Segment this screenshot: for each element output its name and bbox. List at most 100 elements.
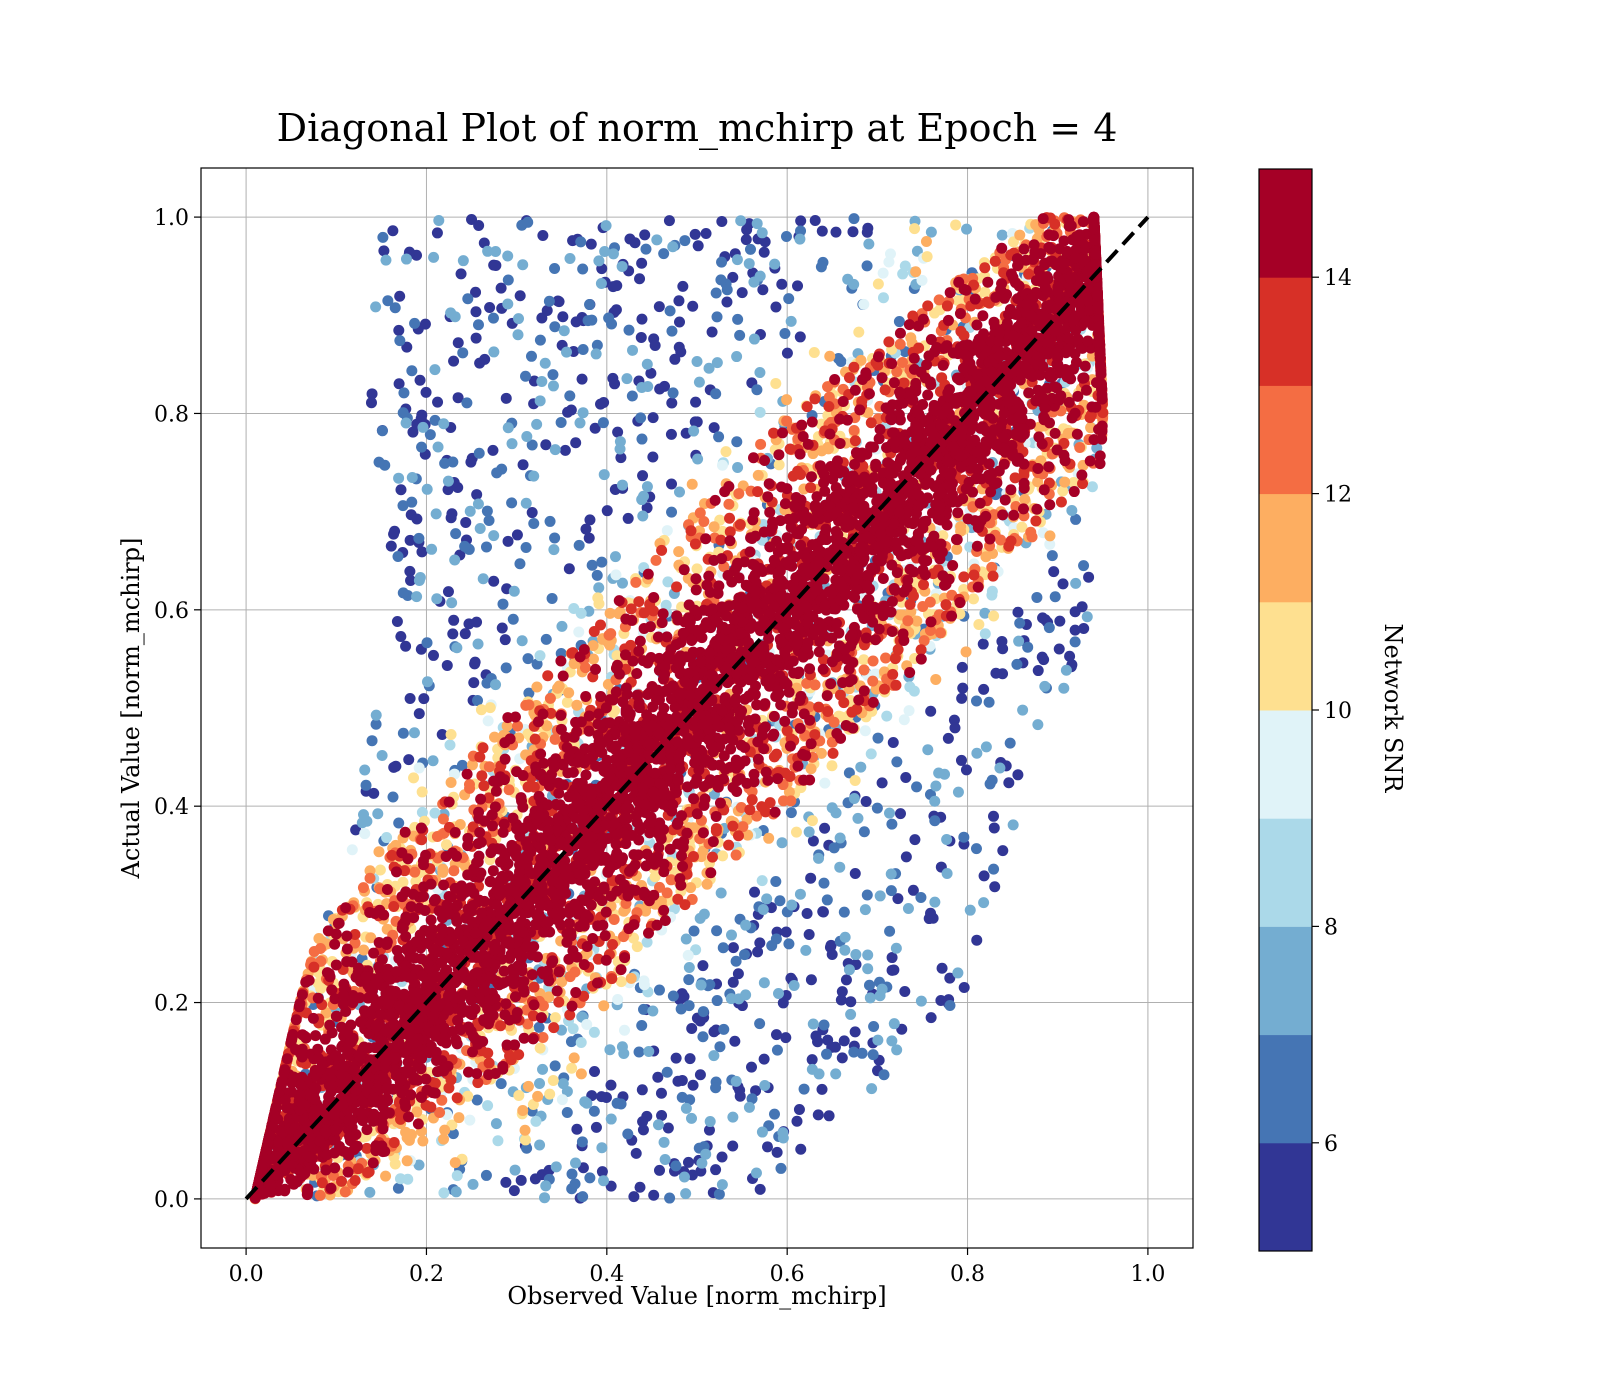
scatter-point [735,215,747,227]
scatter-point [372,808,384,820]
scatter-point [470,306,482,318]
scatter-point [1055,496,1067,508]
scatter-point [431,593,443,605]
scatter-point [1069,636,1081,648]
scatter-point [408,772,420,784]
scatter-point [519,1124,531,1136]
scatter-point [823,401,835,413]
scatter-point [918,579,930,591]
scatter-point [652,1071,664,1083]
scatter-point [708,521,720,533]
scatter-point [899,260,911,272]
scatter-point [876,777,888,789]
scatter-point [370,301,382,313]
scatter-point [863,979,875,991]
scatter-point [637,1116,649,1128]
scatter-point [860,795,872,807]
scatter-point [950,219,962,231]
scatter-point [659,1153,671,1165]
scatter-point [770,377,782,389]
scatter-point [641,936,653,948]
scatter-point [900,772,912,784]
scatter-point [990,667,1002,679]
scatter-point [404,565,416,577]
scatter-point [374,864,386,876]
scatter-point [740,919,752,931]
scatter-point [385,540,397,552]
scatter-point [373,456,385,468]
scatter-point [378,245,390,257]
scatter-point [561,346,573,358]
scatter-point [1069,624,1081,636]
scatter-point [1078,560,1090,572]
scatter-point [537,230,549,242]
scatter-point [1048,566,1060,578]
scatter-point [816,225,828,237]
scatter-point [1014,617,1026,629]
scatter-point [727,976,739,988]
scatter-point [1084,412,1096,424]
scatter-point [483,1057,495,1069]
scatter-point [781,347,793,359]
scatter-point [873,623,885,635]
scatter-point [405,1129,417,1141]
scatter-point [528,470,540,482]
scatter-point [688,925,700,937]
scatter-point [1031,503,1043,515]
scatter-point [655,1087,667,1099]
scatter-point [794,233,806,245]
scatter-point [812,1109,824,1121]
scatter-point [794,888,806,900]
scatter-point [798,774,810,786]
scatter-point [827,747,839,759]
scatter-point [786,899,798,911]
scatter-point [477,573,489,585]
scatter-point [703,362,715,374]
scatter-point [674,486,686,498]
scatter-point [497,598,509,610]
scatter-point [464,1114,476,1126]
scatter-point [687,1079,699,1091]
scatter-point [781,725,793,737]
scatter-point [656,544,668,556]
scatter-point [756,875,768,887]
scatter-point [1053,643,1065,655]
scatter-point [978,870,990,882]
scatter-point [403,754,415,766]
scatter-point [877,292,889,304]
scatter-point [1017,704,1029,716]
scatter-point [442,484,454,496]
scatter-point [418,693,430,705]
scatter-point [925,907,937,919]
scatter-point [825,939,837,951]
scatter-point [835,994,847,1006]
scatter-point [636,381,648,393]
scatter-point [502,250,514,262]
scatter-point [611,280,623,292]
scatter-point [389,1158,401,1170]
scatter-point [1032,665,1044,677]
scatter-point [979,607,991,619]
scatter-point [711,357,723,369]
scatter-point [548,544,560,556]
scatter-point [670,1052,682,1064]
scatter-point [842,273,854,285]
scatter-point [868,1020,880,1032]
scatter-point [358,944,370,956]
scatter-point [585,238,597,250]
scatter-point [731,254,743,266]
scatter-point [604,607,616,619]
scatter-point [413,532,425,544]
scatter-point [706,851,718,863]
scatter-point [986,585,998,597]
scatter-point [661,1066,673,1078]
scatter-point [986,774,998,786]
scatter-point [849,1026,861,1038]
scatter-point [828,842,840,854]
scatter-point [577,344,589,356]
scatter-point [1037,612,1049,624]
scatter-point [420,386,432,398]
scatter-point [973,618,985,630]
scatter-point [539,357,551,369]
